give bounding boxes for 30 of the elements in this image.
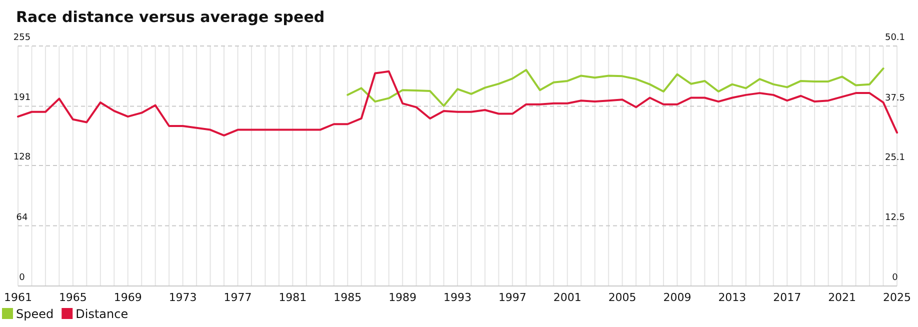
legend-label: Distance [76,307,128,321]
y-tick-label: 191 [13,93,31,104]
x-tick-label: 1981 [278,290,307,304]
y-tick-label: 128 [13,152,31,163]
chart-title: Race distance versus average speed [16,8,325,26]
x-tick-label: 2025 [883,290,911,304]
x-tick-label: 1985 [334,290,362,304]
y2-tick-label: 50.1 [884,33,906,43]
x-tick-label: 1989 [388,290,417,304]
y2-tick-label: 12.5 [884,213,906,224]
x-tick-label: 1965 [58,290,87,304]
y2-tick-label: 0 [892,273,898,283]
x-tick-label: 1969 [114,290,142,304]
x-tick-label: 1977 [224,290,252,304]
x-tick-label: 2009 [663,290,692,304]
y2-tick-label: 25.1 [884,152,906,163]
y-tick-label: 64 [16,212,28,223]
x-tick-label: 1961 [4,290,32,304]
x-tick-label: 2001 [553,290,582,304]
x-tick-label: 2005 [608,290,636,304]
x-tick-label: 2021 [828,290,856,304]
x-tick-label: 2017 [773,290,802,304]
legend-label: Speed [16,307,54,321]
x-tick-label: 2013 [718,290,746,304]
x-tick-label: 1993 [444,290,472,304]
y2-tick-label: 37.5 [884,93,906,104]
y-tick-label: 255 [13,33,31,43]
y-tick-label: 0 [19,273,26,283]
x-tick-label: 1973 [168,290,197,304]
x-tick-label: 1997 [498,290,526,304]
